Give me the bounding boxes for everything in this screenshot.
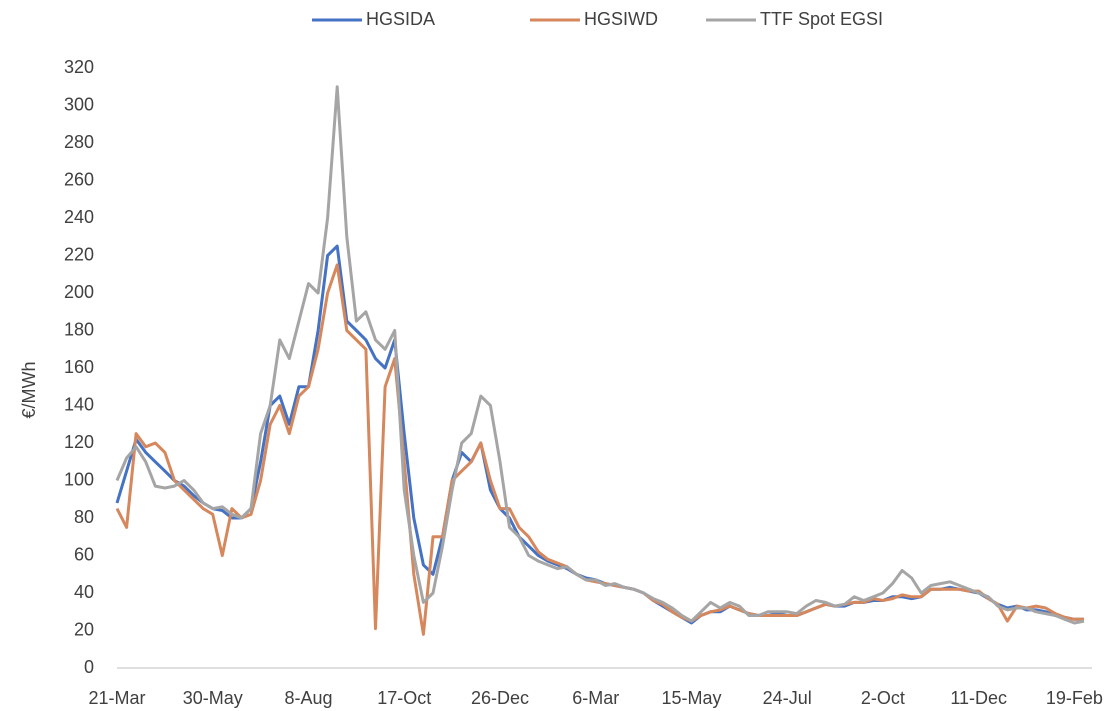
x-tick-label: 21-Mar (88, 688, 145, 708)
y-tick-label: 80 (74, 507, 94, 527)
x-tick-label: 17-Oct (377, 688, 431, 708)
x-tick-label: 2-Oct (861, 688, 905, 708)
y-tick-label: 140 (64, 394, 94, 414)
y-tick-label: 260 (64, 169, 94, 189)
y-tick-label: 0 (84, 657, 94, 677)
x-tick-label: 11-Dec (950, 688, 1007, 708)
legend-label: HGSIWD (584, 9, 658, 29)
y-tick-label: 40 (74, 582, 94, 602)
x-tick-label: 15-May (661, 688, 721, 708)
y-tick-label: 240 (64, 207, 94, 227)
x-tick-label: 6-Mar (572, 688, 619, 708)
legend-label: TTF Spot EGSI (760, 9, 883, 29)
y-tick-label: 100 (64, 469, 94, 489)
x-tick-label: 30-May (183, 688, 243, 708)
x-tick-label: 24-Jul (763, 688, 812, 708)
y-tick-label: 220 (64, 244, 94, 264)
legend-label: HGSIDA (366, 9, 435, 29)
series-line (115, 85, 1085, 625)
y-tick-label: 280 (64, 132, 94, 152)
y-tick-label: 20 (74, 619, 94, 639)
series-line (115, 244, 1084, 625)
y-tick-label: 300 (64, 94, 94, 114)
y-tick-label: 200 (64, 282, 94, 302)
y-tick-label: 320 (64, 57, 94, 77)
x-tick-label: 26-Dec (471, 688, 529, 708)
y-tick-label: 60 (74, 544, 94, 564)
y-tick-label: 180 (64, 319, 94, 339)
x-tick-label: 8-Aug (284, 688, 332, 708)
x-tick-label: 19-Feb (1046, 688, 1103, 708)
y-tick-label: 160 (64, 357, 94, 377)
y-axis-label: €/MWh (19, 361, 39, 418)
y-tick-label: 120 (64, 432, 94, 452)
